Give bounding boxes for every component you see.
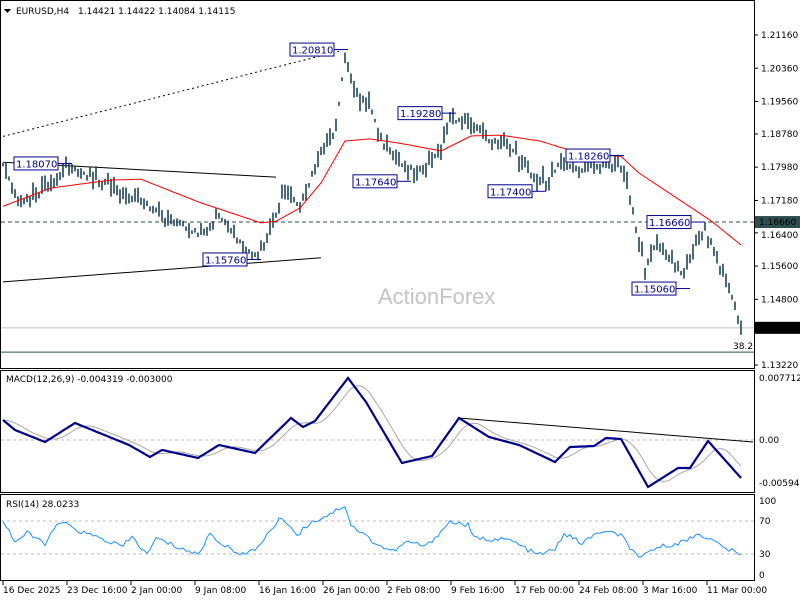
pivot-label: 1.18070 — [16, 159, 57, 170]
rsi-tick-label: 0 — [759, 571, 765, 581]
chart-symbol: EURUSD,H4 — [16, 7, 69, 17]
pivot-label-box — [352, 174, 398, 189]
time-tick-label: 16 Jan 16:00 — [259, 586, 316, 596]
horizontal-level-badge — [755, 216, 800, 229]
price-axis: 1.21160 1.20360 1.19560 1.18780 1.17980 1.171… — [754, 31, 800, 371]
chart-ohlc: 1.14421 1.14422 1.14084 1.14115 — [78, 7, 235, 17]
rsi-tick-label: 100 — [759, 497, 776, 507]
macd-trendline — [458, 417, 754, 443]
macd-panel-frame — [0, 370, 755, 493]
macd-tick-label: -0.005944 — [759, 479, 800, 489]
price-tick-label: 1.14800 — [761, 295, 798, 305]
pivot-label-box — [646, 215, 692, 230]
macd-plot: 0.007712 0.00 -0.005944 — [1, 374, 800, 489]
watermark: ActionForex — [378, 284, 495, 309]
macd-signal-line — [2, 385, 742, 482]
fib-label: 38.2 — [733, 342, 753, 352]
price-tick-label: 1.20360 — [761, 64, 798, 74]
pivot-label: 1.19280 — [400, 109, 441, 120]
time-tick-label: 2 Feb 08:00 — [387, 586, 441, 596]
rsi-panel-frame — [0, 494, 755, 581]
pivot-label: 1.17400 — [490, 187, 531, 198]
trendline — [2, 257, 322, 283]
current-price-badge — [755, 321, 800, 334]
moving-average-line — [2, 134, 742, 246]
time-tick-label: 3 Mar 16:00 — [643, 586, 698, 596]
pivot-label: 1.16660 — [649, 218, 690, 229]
pivot-label: 1.20810 — [292, 46, 333, 57]
rsi-line — [2, 506, 742, 558]
time-tick-label: 16 Dec 2025 — [3, 586, 61, 596]
header-triangle-icon[interactable] — [4, 9, 11, 13]
pivot-label-box — [13, 156, 59, 171]
pivot-label-box — [289, 42, 335, 57]
macd-line — [2, 376, 742, 489]
price-plot: 38.2 1.20810 1.18070 1.15760 1.19280 1.17640 1… — [1, 42, 754, 353]
main-panel-frame — [0, 0, 755, 369]
time-axis: 16 Dec 2025 23 Dec 16:00 2 Jan 00:00 9 Jan … — [2, 581, 767, 596]
trendline — [2, 50, 340, 137]
pivot-label: 1.15760 — [205, 255, 246, 266]
time-tick-label: 9 Jan 08:00 — [195, 586, 247, 596]
pivot-label-box — [631, 281, 677, 296]
pivot-label-box — [487, 184, 533, 199]
price-tick-label: 1.18780 — [761, 130, 798, 140]
pivot-label-box — [202, 252, 248, 267]
price-tick-label: 1.15600 — [761, 262, 798, 272]
time-tick-label: 23 Dec 16:00 — [67, 586, 128, 596]
rsi-tick-label: 30 — [759, 550, 771, 560]
pivot-label-box — [565, 148, 611, 163]
time-tick-label: 9 Feb 16:00 — [451, 586, 505, 596]
rsi-tick-label: 70 — [759, 517, 771, 527]
current-price-badge-label: 1.14115 — [759, 324, 796, 334]
pivot-label-box — [397, 106, 443, 121]
price-tick-label: 1.17980 — [761, 163, 798, 173]
time-tick-label: 17 Feb 00:00 — [515, 586, 574, 596]
pivot-label: 1.15060 — [634, 285, 675, 296]
time-tick-label: 24 Feb 08:00 — [579, 586, 638, 596]
pivot-label: 1.17640 — [355, 177, 396, 188]
rsi-title: RSI(14) 28.0233 — [6, 500, 79, 510]
horizontal-level-badge-label: 1.16660 — [759, 218, 796, 228]
price-tick-label: 1.19560 — [761, 98, 798, 108]
time-tick-label: 11 Mar 00:00 — [707, 586, 767, 596]
macd-tick-label: 0.00 — [759, 436, 779, 446]
price-tick-label: 1.16400 — [761, 231, 798, 241]
price-tick-label: 1.17180 — [761, 196, 798, 206]
macd-tick-label: 0.007712 — [759, 374, 800, 384]
time-tick-label: 2 Jan 00:00 — [131, 586, 183, 596]
price-tick-label: 1.21160 — [761, 31, 798, 41]
rsi-plot: 100 70 30 0 — [1, 497, 776, 581]
time-tick-label: 26 Jan 00:00 — [323, 586, 380, 596]
pivot-label: 1.18260 — [568, 152, 609, 163]
price-tick-label: 1.13220 — [761, 361, 798, 371]
macd-title: MACD(12,26,9) -0.004319 -0.003000 — [6, 375, 173, 385]
